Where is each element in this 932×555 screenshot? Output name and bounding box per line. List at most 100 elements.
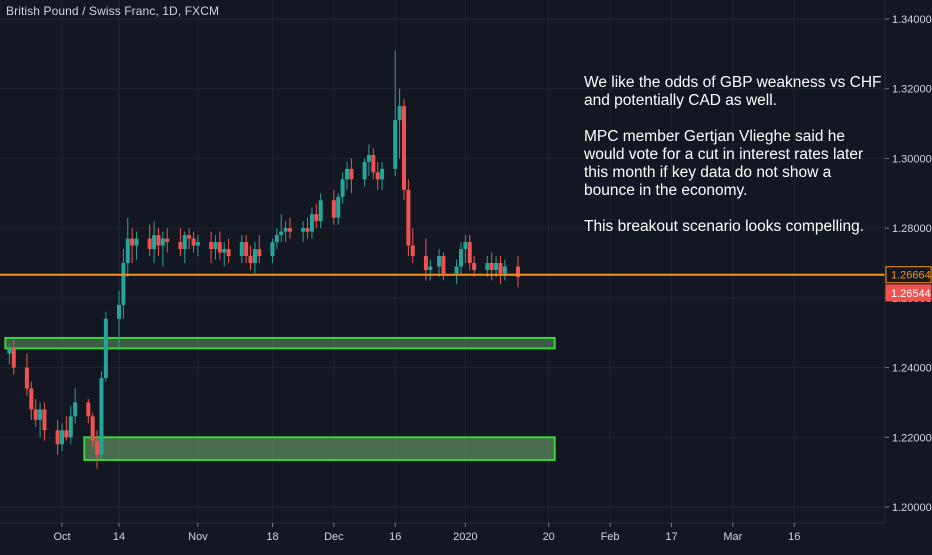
candle-body	[7, 348, 12, 354]
annotation-paragraph-2: MPC member Gertjan Vlieghe said he would…	[584, 128, 864, 199]
price-tag-box	[885, 266, 932, 284]
candle-body	[244, 242, 249, 257]
candle-body	[195, 242, 200, 246]
candle-body	[366, 154, 371, 162]
candle-body	[516, 266, 520, 277]
chart-annotation[interactable]: We like the odds of GBP weakness vs CHF …	[584, 74, 884, 254]
candle-body	[375, 172, 380, 180]
candles	[7, 50, 520, 469]
price-tick-label: 1.20000	[892, 502, 932, 514]
candle-body	[498, 263, 503, 274]
price-tick-label: 1.22000	[892, 432, 932, 444]
time-tick-label: 16	[389, 531, 401, 543]
candle-body	[152, 235, 157, 250]
candle-body	[191, 238, 196, 246]
candle-body	[410, 245, 415, 257]
candle-body	[99, 378, 104, 455]
candle-body	[331, 200, 336, 218]
candle-body	[64, 430, 69, 438]
time-tick-label: Dec	[324, 531, 344, 543]
candle-body	[130, 238, 135, 246]
candle-body	[55, 430, 60, 445]
candle-body	[117, 304, 121, 319]
candle-body	[86, 402, 91, 417]
candle-body	[336, 196, 341, 218]
candle-body	[178, 242, 183, 250]
candle-body	[213, 242, 218, 250]
candle-body	[485, 263, 490, 270]
upper-support-zone[interactable]	[4, 336, 556, 350]
candle-body	[252, 249, 257, 263]
price-tick-label: 1.30000	[892, 153, 932, 165]
candle-body	[301, 228, 306, 232]
time-tick-label: 20	[543, 531, 555, 543]
time-tick-label: Oct	[53, 531, 70, 543]
candle-body	[502, 266, 507, 274]
support-zones[interactable]	[4, 336, 556, 461]
candle-body	[121, 263, 126, 305]
candle-body	[90, 416, 95, 441]
candle-body	[406, 189, 411, 246]
candle-body	[248, 256, 253, 263]
time-tick-label: Feb	[601, 531, 620, 543]
price-tick-label: 1.28000	[892, 223, 932, 235]
candle-body	[38, 409, 43, 420]
time-tick-label: 18	[266, 531, 278, 543]
candle-body	[423, 256, 428, 270]
symbol-title: British Pound / Swiss Franc, 1D, FXCM	[6, 4, 220, 18]
candle-body	[134, 238, 139, 246]
price-tick-label: 1.34000	[892, 14, 932, 26]
candle-body	[288, 228, 292, 232]
candle-body	[29, 388, 34, 410]
candle-body	[33, 409, 38, 420]
candle-body	[42, 409, 47, 431]
candle-body	[340, 179, 345, 197]
candle-body	[73, 402, 78, 417]
candle-body	[274, 235, 279, 243]
time-tick-label: 2020	[453, 531, 477, 543]
candle-body	[239, 242, 244, 257]
price-tag-label: 1.26544	[891, 288, 931, 300]
candle-body	[437, 256, 442, 267]
candle-body	[459, 249, 463, 267]
candle-body	[60, 430, 64, 445]
candle-body	[222, 249, 227, 253]
candle-body	[217, 242, 222, 253]
candle-body	[441, 256, 446, 274]
candle-body	[402, 106, 406, 190]
price-tick-label: 1.24000	[892, 363, 932, 375]
candle-body	[318, 200, 323, 222]
candle-body	[147, 238, 152, 250]
annotation-paragraph-1: We like the odds of GBP weakness vs CHF …	[584, 74, 882, 109]
time-tick-label: 14	[113, 531, 125, 543]
candle-body	[187, 235, 192, 239]
time-tick-label: 16	[788, 531, 800, 543]
time-tick-label: Nov	[188, 531, 208, 543]
time-tick-label: Mar	[723, 531, 742, 543]
candle-body	[226, 249, 231, 257]
time-tick-label: 17	[665, 531, 677, 543]
candle-body	[393, 120, 398, 169]
price-tag-box	[885, 284, 932, 302]
candle-body	[463, 242, 468, 250]
lower-support-zone[interactable]	[83, 436, 556, 461]
candle-body	[397, 106, 402, 121]
candle-body	[165, 238, 170, 243]
candle-body	[95, 440, 100, 455]
candle-body	[454, 266, 459, 274]
candle-body	[362, 161, 367, 180]
candle-body	[309, 214, 314, 232]
candle-body	[467, 242, 472, 263]
candle-body	[156, 235, 161, 246]
candle-body	[257, 249, 262, 257]
candle-body	[283, 228, 288, 232]
candle-body	[279, 231, 284, 236]
candle-body	[380, 168, 385, 180]
candle-body	[103, 318, 108, 379]
price-tags: 1.26664 1.26544	[885, 266, 932, 302]
candle-body	[349, 168, 354, 180]
candle-body	[345, 168, 349, 180]
candle-body	[182, 235, 187, 250]
